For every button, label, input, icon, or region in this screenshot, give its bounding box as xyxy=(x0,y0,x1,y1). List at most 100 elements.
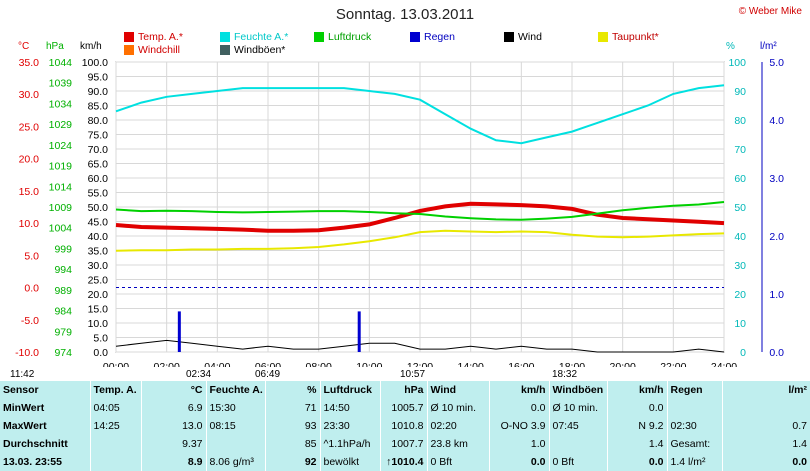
humidity-tick-label: 10 xyxy=(734,318,746,330)
sensor-header: Sensor xyxy=(0,381,91,399)
pressure-tick-label: 979 xyxy=(54,326,72,338)
humidity-unit-label: % xyxy=(726,41,735,52)
wind-bft: 0 Bft xyxy=(427,453,490,471)
press-max-time: 23:30 xyxy=(320,417,381,435)
x-tick-label: 20:00 xyxy=(610,361,636,367)
temp-tick-label: 5.0 xyxy=(24,250,39,262)
weather-state: bewölkt xyxy=(320,453,381,471)
legend-label: Regen xyxy=(424,31,455,43)
wind-min-label: Ø 10 min. xyxy=(427,399,490,417)
row-label-avg: Durchschnitt xyxy=(0,435,91,453)
humidity-tick-label: 100 xyxy=(728,57,746,69)
strip-time-left: 11:42 xyxy=(10,369,35,380)
temp-header: Temp. A. xyxy=(90,381,142,399)
series-line-tempa xyxy=(115,201,725,233)
rain-tick-label: 2.0 xyxy=(769,231,784,243)
hum-max-time: 08:15 xyxy=(206,417,266,435)
axes: 00:00 02:00 04:00 06:00 08:00 10:00 12:00 14:00… xyxy=(15,57,784,367)
gust-header: Windböen xyxy=(549,381,608,399)
temp-tick-label: -10.0 xyxy=(15,347,39,359)
chart-title: Sonntag. 13.03.2011 xyxy=(335,6,475,23)
rain-max-time: 02:30 xyxy=(667,417,723,435)
legend-label: Feuchte A.* xyxy=(234,31,289,43)
wind-tick-label: 50.0 xyxy=(88,202,109,214)
temp-tick-label: -5.0 xyxy=(21,315,39,327)
pressure-tick-label: 974 xyxy=(54,347,72,359)
x-tick-label: 04:00 xyxy=(204,361,230,367)
hum-header: Feuchte A. xyxy=(206,381,266,399)
wind-tick-label: 5.0 xyxy=(93,333,108,345)
pressure-tick-label: 1034 xyxy=(49,98,73,110)
wind-tick-label: 55.0 xyxy=(88,188,109,200)
wind-tick-label: 80.0 xyxy=(88,115,109,127)
temp-tick-label: 35.0 xyxy=(19,57,40,69)
humidity-tick-label: 30 xyxy=(734,260,746,272)
strip-time-3: 10:57 xyxy=(400,369,426,380)
hum-abs: 8.06 g/m³ xyxy=(206,453,266,471)
temp-tick-label: 0.0 xyxy=(24,283,39,295)
humidity-tick-label: 90 xyxy=(734,86,746,98)
legend-item: Temp. A.* xyxy=(124,31,183,43)
pressure-tick-label: 989 xyxy=(54,285,72,297)
pressure-tick-label: 984 xyxy=(54,306,72,318)
x-tick-label: 10:00 xyxy=(356,361,382,367)
legend-swatch xyxy=(504,32,514,42)
legend-label: Temp. A.* xyxy=(138,31,183,43)
temp-now: 8.9 xyxy=(141,453,207,471)
rain-tick-label: 4.0 xyxy=(769,115,784,127)
strip-time-1: 02:34 xyxy=(186,369,212,380)
wind-tick-label: 30.0 xyxy=(88,260,109,272)
humidity-tick-label: 70 xyxy=(734,144,746,156)
temp-tick-label: 15.0 xyxy=(19,186,40,198)
wind-tick-label: 100.0 xyxy=(82,57,108,69)
temp-tick-label: 10.0 xyxy=(19,218,40,230)
gust-avg: 1.4 xyxy=(607,435,668,453)
copyright-label: © Weber Mike xyxy=(738,6,802,17)
gust-max: N 9.2 xyxy=(607,417,668,435)
wind-tick-label: 65.0 xyxy=(88,159,109,171)
chart-canvas: 00:00 02:00 04:00 06:00 08:00 10:00 12:00 14:00… xyxy=(15,57,784,367)
press-trend: ^1.1hPa/h xyxy=(320,435,381,453)
legend-label: Luftdruck xyxy=(328,31,372,43)
legend-item: Regen xyxy=(410,31,455,43)
temp-min-time: 04:05 xyxy=(90,399,142,417)
table-row-avg: Durchschnitt 9.37 85 ^1.1hPa/h 1007.7 23… xyxy=(0,435,810,453)
humidity-tick-label: 20 xyxy=(734,289,746,301)
series-layer xyxy=(115,84,725,353)
rain-tick-label: 3.0 xyxy=(769,173,784,185)
hum-min-time: 15:30 xyxy=(206,399,266,417)
hum-avg: 85 xyxy=(265,435,321,453)
pressure-tick-label: 1014 xyxy=(49,181,73,193)
wind-avg: 1.0 xyxy=(489,435,550,453)
wind-distance: 23.8 km xyxy=(427,435,490,453)
wind-tick-label: 60.0 xyxy=(88,173,109,185)
legend-swatch xyxy=(220,32,230,42)
legend-item: Feuchte A.* xyxy=(220,31,288,43)
rain-unit: l/m² xyxy=(788,384,807,396)
x-tick-label: 08:00 xyxy=(306,361,332,367)
gust-min: 0.0 xyxy=(607,399,668,417)
temp-tick-label: 30.0 xyxy=(19,89,40,101)
wind-tick-label: 15.0 xyxy=(88,304,109,316)
rain-now: 0.0 xyxy=(792,456,807,468)
temp-unit: °C xyxy=(141,381,207,399)
stats-table: Sensor Temp. A. °C Feuchte A. % Luftdruc… xyxy=(0,381,810,471)
press-header: Luftdruck xyxy=(320,381,381,399)
hum-now: 92 xyxy=(265,453,321,471)
legend-swatch xyxy=(314,32,324,42)
temp-tick-label: 25.0 xyxy=(19,121,40,133)
humidity-tick-label: 50 xyxy=(734,202,746,214)
x-tick-label: 16:00 xyxy=(508,361,534,367)
pressure-tick-label: 1019 xyxy=(49,161,73,173)
x-tick-label: 24:00 xyxy=(711,361,737,367)
rain-total: 1.4 xyxy=(792,438,807,450)
legend-swatch xyxy=(220,45,230,55)
temp-max-time: 14:25 xyxy=(90,417,142,435)
legend-item: Taupunkt* xyxy=(598,31,659,43)
temp-max: 13.0 xyxy=(141,417,207,435)
rain-max: 0.7 xyxy=(792,420,807,432)
x-tick-label: 22:00 xyxy=(660,361,686,367)
humidity-tick-label: 60 xyxy=(734,173,746,185)
wind-max: O-NO 3.9 xyxy=(489,417,550,435)
press-unit: hPa xyxy=(380,381,428,399)
